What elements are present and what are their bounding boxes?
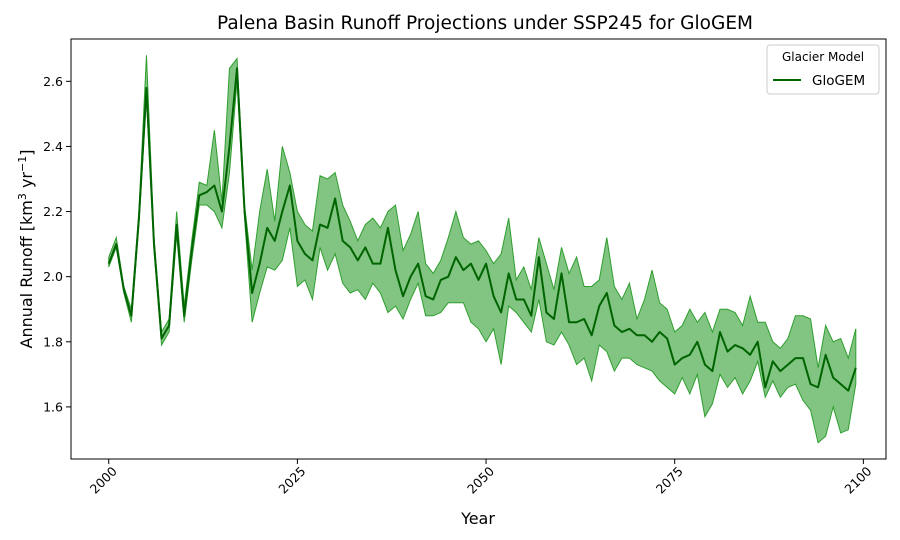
y-tick-label: 1.6 [43, 399, 63, 414]
y-axis-title-end: ] [17, 150, 36, 156]
legend-box [766, 44, 880, 95]
y-tick-label: 1.8 [43, 334, 63, 349]
plot-area [107, 55, 857, 444]
y-tick-label: 2.4 [43, 139, 63, 154]
x-axis-title: Year [460, 509, 495, 528]
legend-title: Glacier Model [782, 50, 864, 64]
plot-frame [70, 38, 887, 460]
y-axis-title-mid: yr [17, 172, 36, 194]
y-axis-title-main: Annual Runoff [km [17, 200, 36, 348]
chart-title: Palena Basin Runoff Projections under SS… [217, 13, 753, 34]
legend-label-glogem: GloGEM [812, 73, 865, 89]
y-tick-label: 2.0 [43, 269, 63, 284]
y-tick-label: 2.2 [43, 204, 63, 219]
legend: Glacier Model GloGEM [766, 44, 880, 95]
y-tick-label: 2.6 [43, 74, 63, 89]
y-axis: 1.6 1.8 2.0 2.2 2.4 2.6 [43, 74, 71, 414]
series-line-glogem [107, 67, 857, 392]
y-axis-title: Annual Runoff [km3 yr−1] [16, 150, 36, 349]
y-axis-title-sup2: −1 [16, 156, 29, 172]
y-axis-title-sup1: 3 [16, 193, 29, 200]
